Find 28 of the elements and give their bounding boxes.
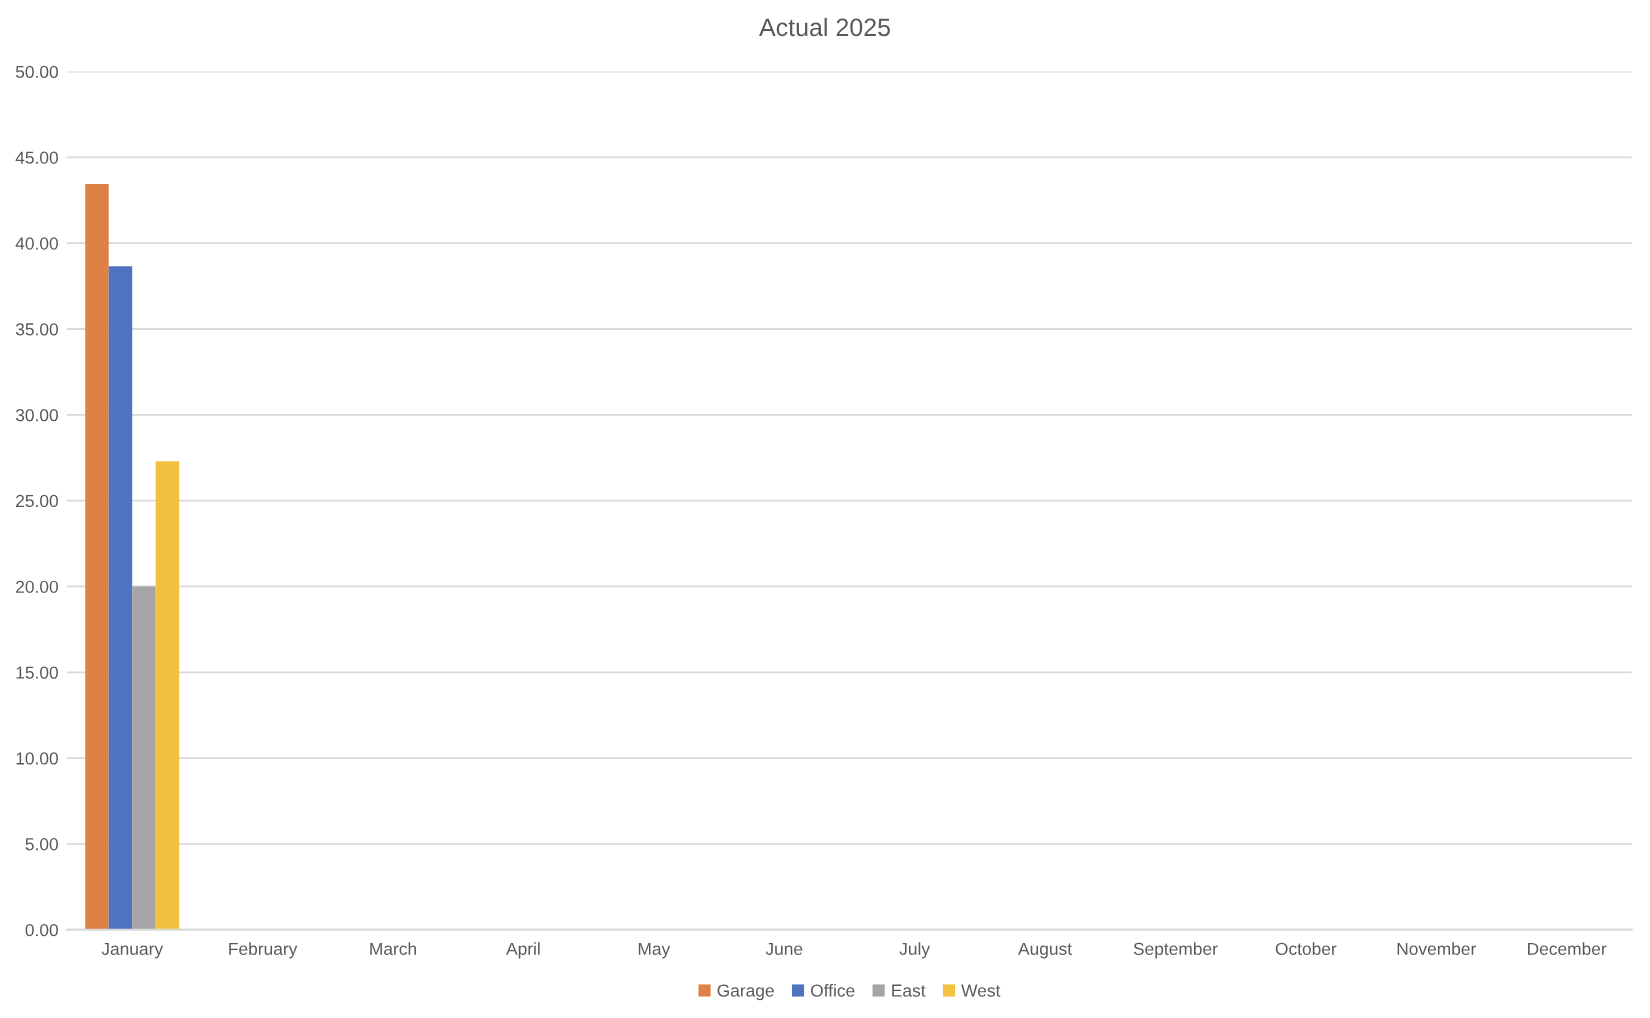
x-tick-label: October <box>1275 942 1337 955</box>
x-tick-label: July <box>899 942 931 959</box>
x-tick-label: January <box>101 942 164 959</box>
y-tick-label: 35.00 <box>15 323 58 336</box>
y-tick-label: 20.00 <box>16 580 58 593</box>
x-tick-label: June <box>765 942 803 955</box>
x-tick-label: May <box>638 942 671 959</box>
legend-label: West <box>961 984 1001 997</box>
x-tick-label: November <box>1397 942 1476 955</box>
x-tick-label: April <box>506 942 540 959</box>
x-tick-label: February <box>229 942 298 959</box>
y-tick-label: 45.00 <box>15 151 58 164</box>
y-tick-label: 15.00 <box>16 666 58 679</box>
legend-label: East <box>892 984 926 997</box>
y-tick-label: 10.00 <box>16 752 58 765</box>
y-tick-label: 50.00 <box>15 65 58 79</box>
y-tick-label: 40.00 <box>15 237 58 250</box>
x-tick-label: August <box>1018 942 1072 959</box>
y-tick-label: 25.00 <box>16 494 58 508</box>
y-tick-label: 0.00 <box>25 923 58 937</box>
x-tick-label: December <box>1528 942 1607 955</box>
legend-label: Office <box>811 983 855 997</box>
legend-label: Garage <box>717 984 774 1001</box>
y-tick-label: 5.00 <box>25 838 58 851</box>
chart-title: Actual 2025 <box>759 17 890 37</box>
x-tick-label: March <box>370 942 416 955</box>
x-tick-label: September <box>1133 942 1218 959</box>
y-tick-label: 30.00 <box>15 409 58 422</box>
